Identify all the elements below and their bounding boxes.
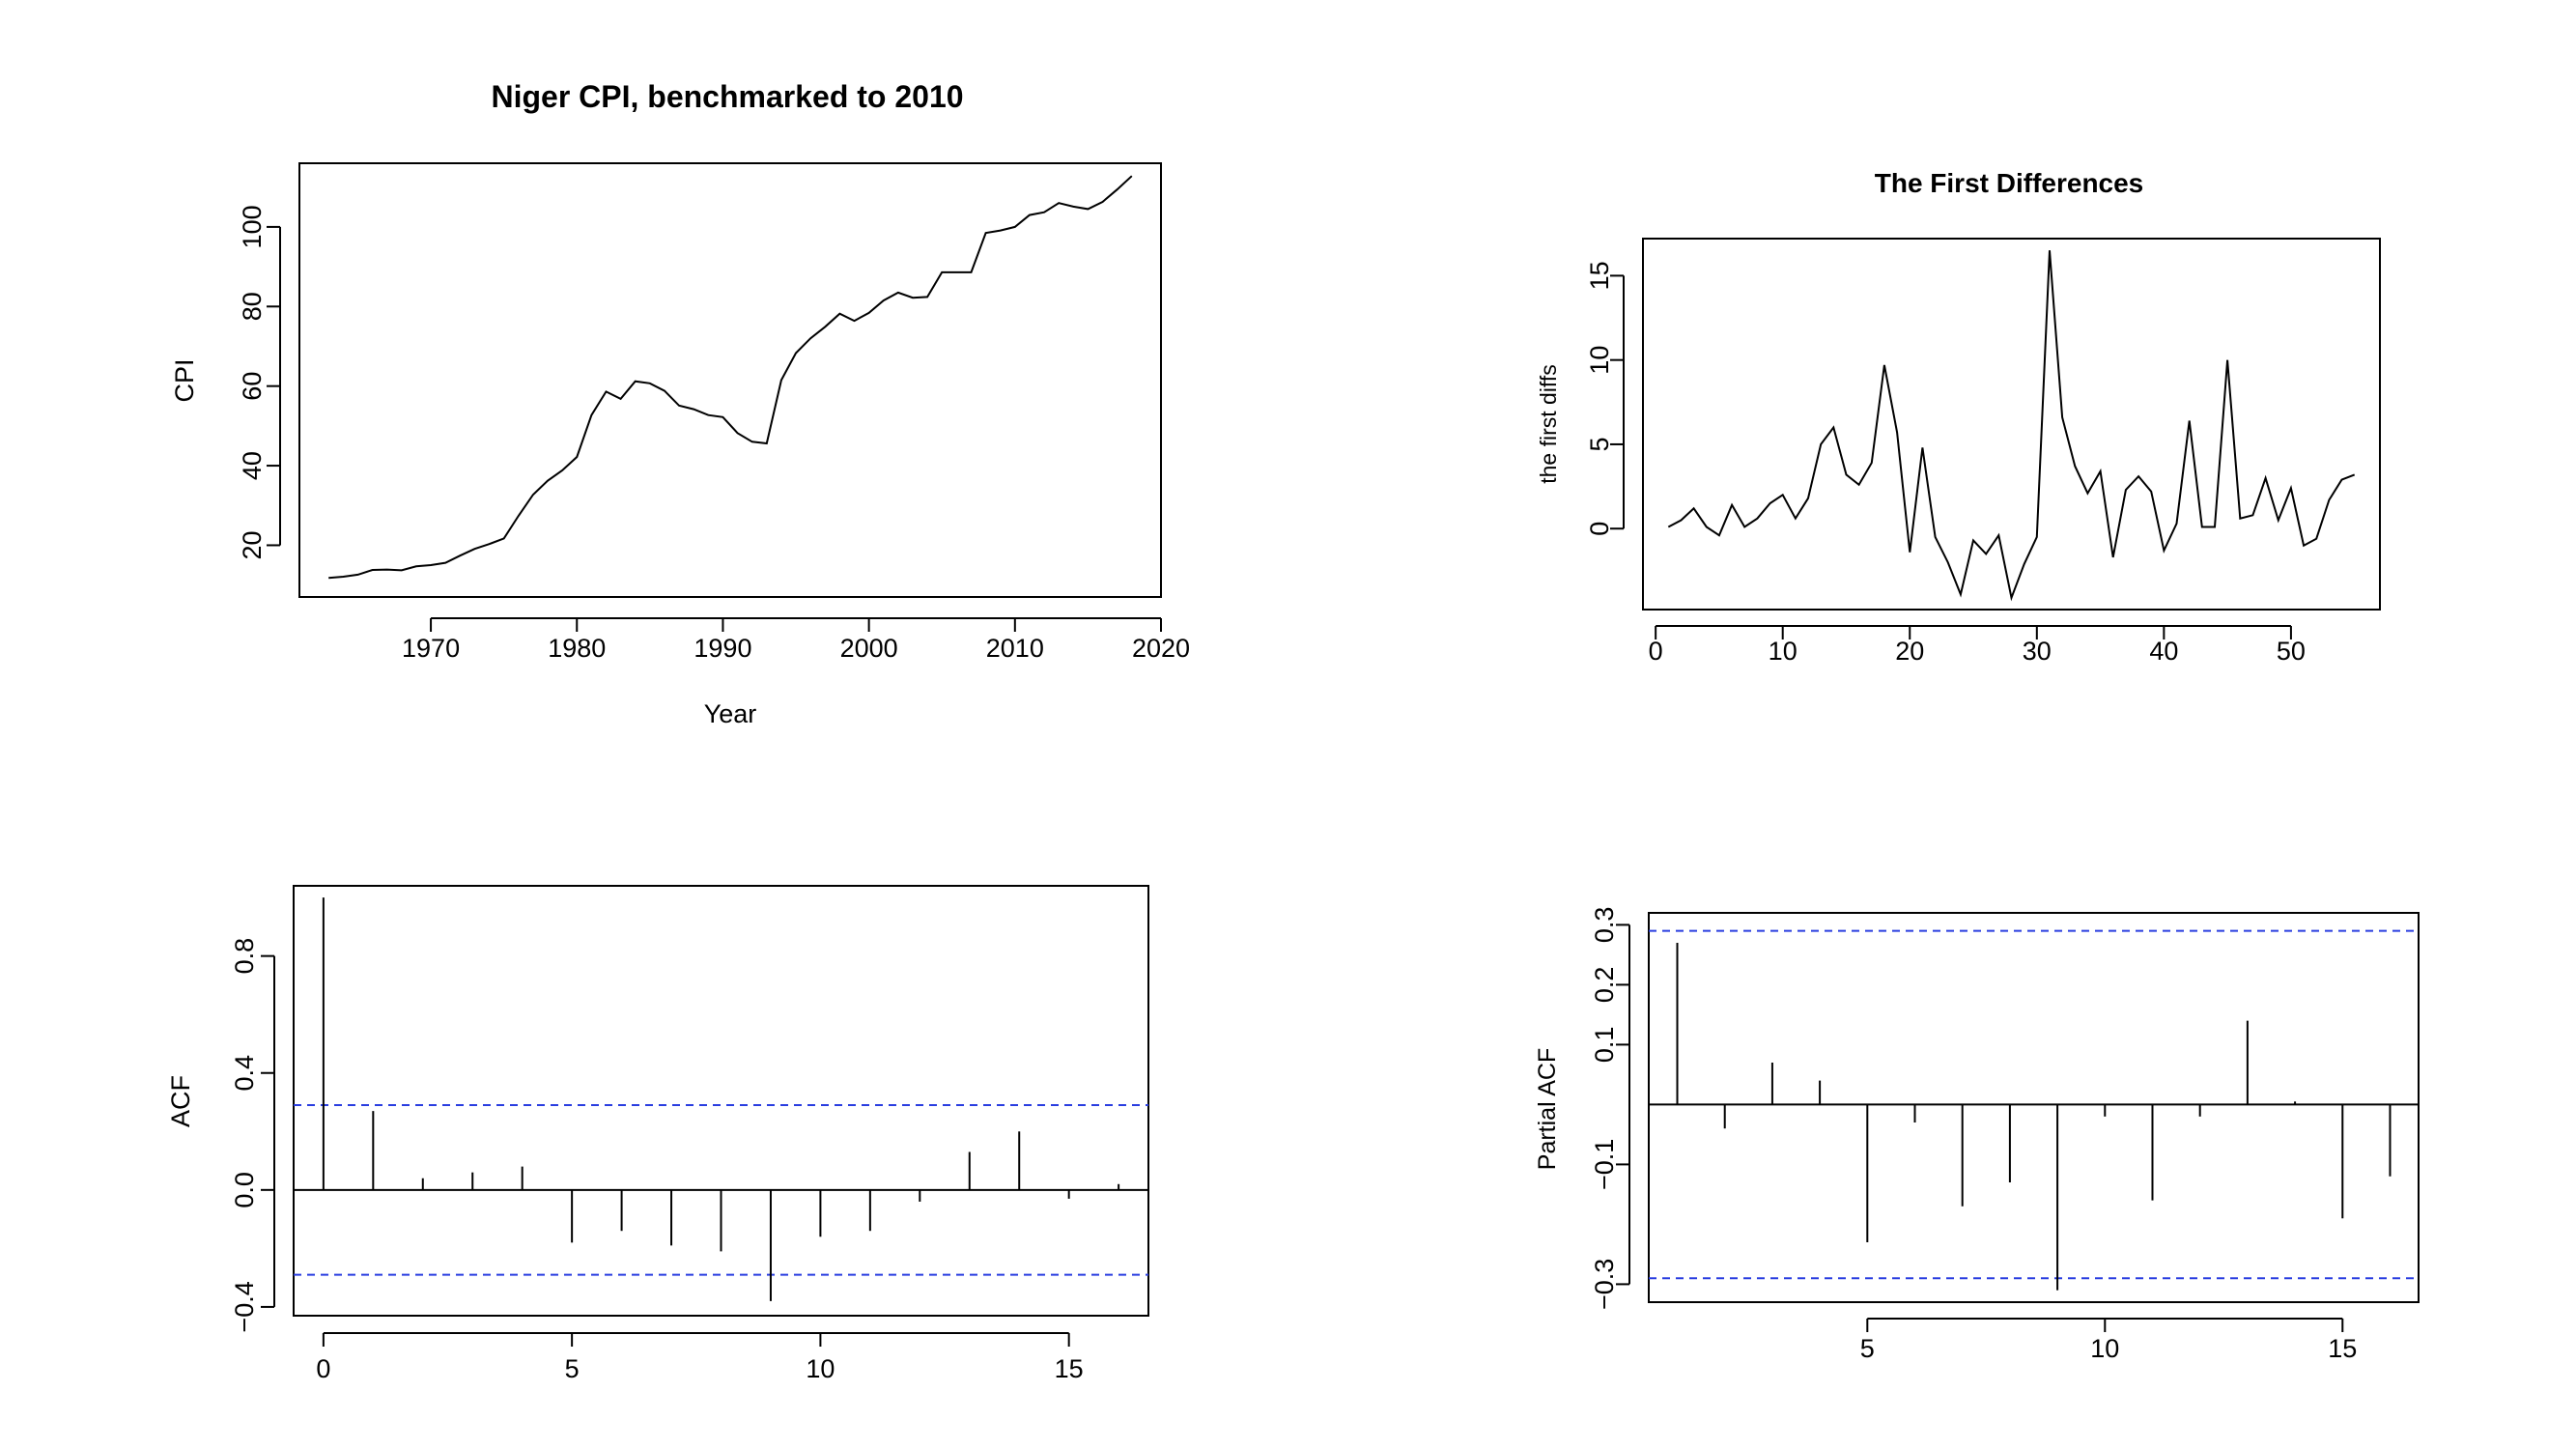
pacf-x-tick-label: 10 [2090,1334,2119,1363]
diffs-chart-title: The First Differences [1875,168,2144,198]
cpi-x-tick-label: 1980 [548,634,606,663]
diffs-x-tick-label: 30 [2023,637,2052,666]
cpi-x-tick-label: 1990 [694,634,751,663]
cpi-y-tick-label: 40 [238,451,267,480]
acf-y-tick-label: 0.4 [230,1055,259,1092]
cpi-y-tick-label: 80 [238,292,267,321]
acf-x-tick-label: 10 [806,1354,835,1383]
cpi-chart-title: Niger CPI, benchmarked to 2010 [491,79,963,114]
cpi-y-axis-label: CPI [170,358,199,402]
acf-y-tick-label: 0.0 [230,1172,259,1208]
acf-y-axis-label: ACF [166,1075,195,1127]
acf-chart: ACF 0 5 10 15 −0.4 0.0 0.4 0.8 [166,885,1149,1383]
diffs-y-tick-label: 5 [1585,437,1614,451]
acf-plot-frame [293,885,1149,1317]
cpi-x-tick-label: 2000 [840,634,898,663]
pacf-y-tick-label: 0.2 [1590,967,1619,1004]
acf-x-tick-label: 0 [316,1354,330,1383]
diffs-y-tick-label: 0 [1585,522,1614,536]
diffs-y-tick-label: 15 [1585,261,1614,290]
pacf-y-tick-label: −0.1 [1590,1139,1619,1190]
cpi-x-tick-label: 1970 [402,634,460,663]
pacf-chart: Partial ACF 5 10 15 −0.3 −0.1 0.1 0.2 0.3 [1534,907,2420,1363]
pacf-plot-frame [1648,912,2420,1303]
cpi-chart: Niger CPI, benchmarked to 2010 Year CPI … [170,79,1190,728]
diffs-x-tick-label: 10 [1769,637,1798,666]
diffs-y-tick-label: 10 [1585,346,1614,375]
cpi-y-tick-label: 100 [238,205,267,248]
cpi-series-line [328,175,1133,580]
diffs-chart: The First Differences the first diffs 0 1… [1536,168,2381,666]
pacf-y-axis-label: Partial ACF [1534,1048,1561,1170]
pacf-y-tick-label: 0.1 [1590,1027,1619,1064]
diffs-x-tick-label: 40 [2149,637,2178,666]
acf-y-tick-label: −0.4 [230,1281,259,1332]
diffs-x-tick-label: 0 [1649,637,1663,666]
pacf-x-tick-label: 15 [2328,1334,2357,1363]
cpi-x-tick-label: 2020 [1132,634,1190,663]
acf-y-tick-label: 0.8 [230,938,259,975]
diffs-x-tick-label: 50 [2277,637,2306,666]
pacf-x-tick-label: 5 [1860,1334,1875,1363]
diffs-y-axis-label: the first diffs [1536,364,1561,484]
diffs-plot-frame [1642,238,2381,611]
pacf-y-tick-label: 0.3 [1590,907,1619,944]
cpi-x-tick-label: 2010 [986,634,1044,663]
acf-x-tick-label: 15 [1055,1354,1084,1383]
cpi-x-axis-label: Year [704,699,757,728]
cpi-y-tick-label: 20 [238,530,267,559]
cpi-plot-frame [298,162,1162,598]
cpi-y-tick-label: 60 [238,372,267,401]
pacf-y-tick-label: −0.3 [1590,1259,1619,1310]
diffs-series-line [1667,250,2356,602]
acf-x-tick-label: 5 [565,1354,580,1383]
diffs-x-tick-label: 20 [1895,637,1924,666]
